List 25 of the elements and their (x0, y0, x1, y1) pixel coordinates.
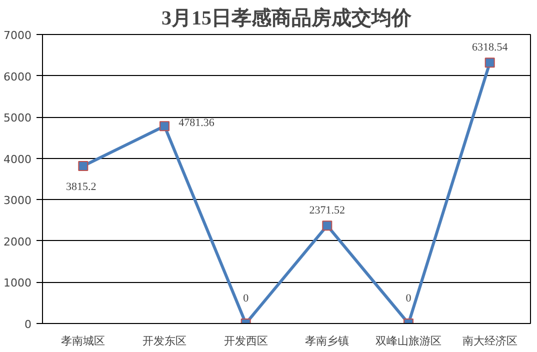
data-label: 6318.54 (472, 42, 508, 54)
data-label: 0 (243, 292, 250, 304)
data-label: 4781.36 (178, 117, 215, 130)
point (160, 121, 170, 132)
y-tick-label: 5000 (4, 112, 32, 125)
x-tick-label: 开发西区 (224, 334, 268, 348)
x-tick-label: 孝南乡镇 (305, 334, 350, 348)
data-label: 0 (406, 292, 412, 304)
x-tick-label: 开发东区 (142, 334, 186, 348)
y-tick-label: 4000 (4, 152, 32, 166)
data-label: 3815.2 (66, 180, 96, 193)
x-tick-label: 南大经济区 (462, 334, 518, 348)
point (322, 220, 332, 231)
chart-title: 3月15日孝感商品房成交均价 (162, 6, 412, 30)
y-tick-label: 6000 (4, 70, 32, 84)
y-tick-label: 1000 (4, 276, 32, 290)
point (78, 160, 88, 171)
y-tick-label: 7000 (4, 29, 32, 42)
data-label: 2371.52 (309, 204, 346, 217)
point (484, 58, 495, 68)
y-tick-label: 0 (24, 318, 32, 331)
y-tick-label: 3000 (4, 194, 32, 208)
x-tick-label: 双峰山旅游区 (376, 334, 442, 348)
x-tick-label: 孝南城区 (61, 334, 106, 348)
y-tick-label: 2000 (4, 235, 32, 248)
